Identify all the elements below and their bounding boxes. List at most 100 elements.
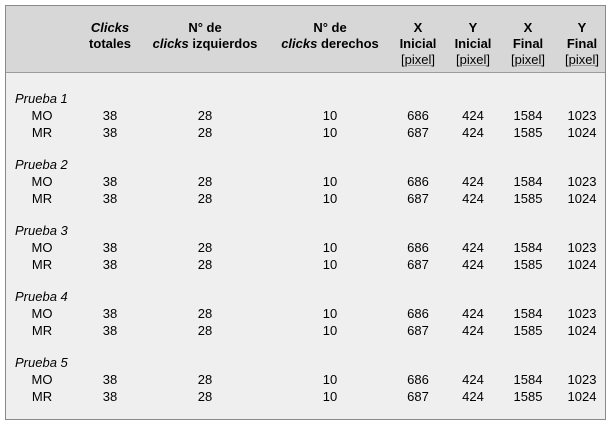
column-unit: [pixel] <box>560 52 604 68</box>
column-header-text: Final <box>566 36 598 51</box>
column-header-line: totales <box>75 36 145 52</box>
table-cell: 424 <box>462 372 484 387</box>
column-header-text: Inicial <box>399 36 437 51</box>
column-header-line: X <box>503 20 553 36</box>
table-cell: 1585 <box>513 191 543 206</box>
column-header-7: Y Final [pixel] <box>560 20 604 68</box>
table-cell: 1023 <box>567 108 597 123</box>
table-cell: 1584 <box>513 372 543 387</box>
column-header-line: N° de <box>265 20 395 36</box>
row-name: MR <box>31 191 53 206</box>
table-cell: 424 <box>462 257 484 272</box>
column-header-text: Y <box>468 20 478 35</box>
table-cell: 38 <box>102 372 118 387</box>
table-cell: 10 <box>322 191 338 206</box>
table-cell: 1024 <box>567 323 597 338</box>
table-cell: 686 <box>407 240 429 255</box>
column-unit: [pixel] <box>451 52 495 68</box>
table-cell: 686 <box>407 108 429 123</box>
column-header-6: X Final [pixel] <box>503 20 553 68</box>
column-unit-text: [pixel] <box>511 52 545 67</box>
row-name: MR <box>31 125 53 140</box>
column-header-3: N° de clicks derechos <box>265 20 395 52</box>
column-header-line: Inicial <box>451 36 495 52</box>
column-unit-text: [pixel] <box>565 52 599 67</box>
table-cell: 687 <box>407 191 429 206</box>
table-cell: 1024 <box>567 389 597 404</box>
table-cell: 28 <box>197 125 213 140</box>
table-cell: 28 <box>197 389 213 404</box>
table-cell: 687 <box>407 257 429 272</box>
column-header-text: clicks <box>281 36 318 51</box>
column-header-line: Inicial <box>393 36 443 52</box>
group-label: Prueba 4 <box>15 289 68 304</box>
table-cell: 28 <box>197 372 213 387</box>
column-header-text: N° de <box>188 20 222 35</box>
row-name: MO <box>31 306 53 321</box>
table-cell: 687 <box>407 125 429 140</box>
table-cell: 1584 <box>513 240 543 255</box>
column-unit: [pixel] <box>503 52 553 68</box>
table-cell: 38 <box>102 125 118 140</box>
column-header-1: Clicks totales <box>75 20 145 52</box>
column-header-text: Final <box>512 36 544 51</box>
table-cell: 686 <box>407 372 429 387</box>
group-label: Prueba 3 <box>15 223 68 238</box>
table-cell: 10 <box>322 372 338 387</box>
table-cell: 28 <box>197 240 213 255</box>
table-cell: 1023 <box>567 372 597 387</box>
table-cell: 1585 <box>513 389 543 404</box>
table-cell: 424 <box>462 389 484 404</box>
column-header-text: X <box>523 20 533 35</box>
table-cell: 38 <box>102 389 118 404</box>
column-header-4: X Inicial [pixel] <box>393 20 443 68</box>
group-label: Prueba 1 <box>15 91 68 106</box>
column-header-line: N° de <box>140 20 270 36</box>
column-header-line: X <box>393 20 443 36</box>
table-cell: 1023 <box>567 306 597 321</box>
column-header-text: totales <box>89 36 131 51</box>
column-header-text: Y <box>577 20 587 35</box>
table-header: Clicks totales N° de clicks izquierdos N° de… <box>6 6 605 73</box>
table-cell: 424 <box>462 174 484 189</box>
table-cell: 10 <box>322 174 338 189</box>
group-label: Prueba 2 <box>15 157 68 172</box>
row-name: MO <box>31 240 53 255</box>
table-cell: 1585 <box>513 257 543 272</box>
table-cell: 10 <box>322 125 338 140</box>
table-cell: 10 <box>322 306 338 321</box>
data-table: Clicks totales N° de clicks izquierdos N° de… <box>5 5 606 420</box>
table-cell: 10 <box>322 257 338 272</box>
table-cell: 38 <box>102 108 118 123</box>
table-cell: 686 <box>407 174 429 189</box>
row-name: MR <box>31 257 53 272</box>
row-name: MO <box>31 174 53 189</box>
group-label: Prueba 5 <box>15 355 68 370</box>
table-cell: 28 <box>197 174 213 189</box>
column-header-5: Y Inicial [pixel] <box>451 20 495 68</box>
row-name: MR <box>31 389 53 404</box>
table-cell: 38 <box>102 174 118 189</box>
column-header-text: N° de <box>313 20 347 35</box>
table-cell: 1585 <box>513 125 543 140</box>
column-header-line: Final <box>560 36 604 52</box>
row-name: MO <box>31 108 53 123</box>
column-header-line: Clicks <box>75 20 145 36</box>
table-cell: 424 <box>462 240 484 255</box>
table-cell: 10 <box>322 108 338 123</box>
table-cell: 687 <box>407 323 429 338</box>
table-cell: 38 <box>102 191 118 206</box>
table-cell: 28 <box>197 257 213 272</box>
column-header-line: Y <box>451 20 495 36</box>
row-name: MO <box>31 372 53 387</box>
table-cell: 28 <box>197 191 213 206</box>
table-cell: 10 <box>322 240 338 255</box>
table-cell: 424 <box>462 323 484 338</box>
column-header-text: Clicks <box>90 20 130 35</box>
table-cell: 1585 <box>513 323 543 338</box>
table-cell: 424 <box>462 191 484 206</box>
column-header-text: derechos <box>317 36 379 51</box>
table-cell: 38 <box>102 240 118 255</box>
table-cell: 1023 <box>567 240 597 255</box>
column-header-text: clicks <box>152 36 189 51</box>
